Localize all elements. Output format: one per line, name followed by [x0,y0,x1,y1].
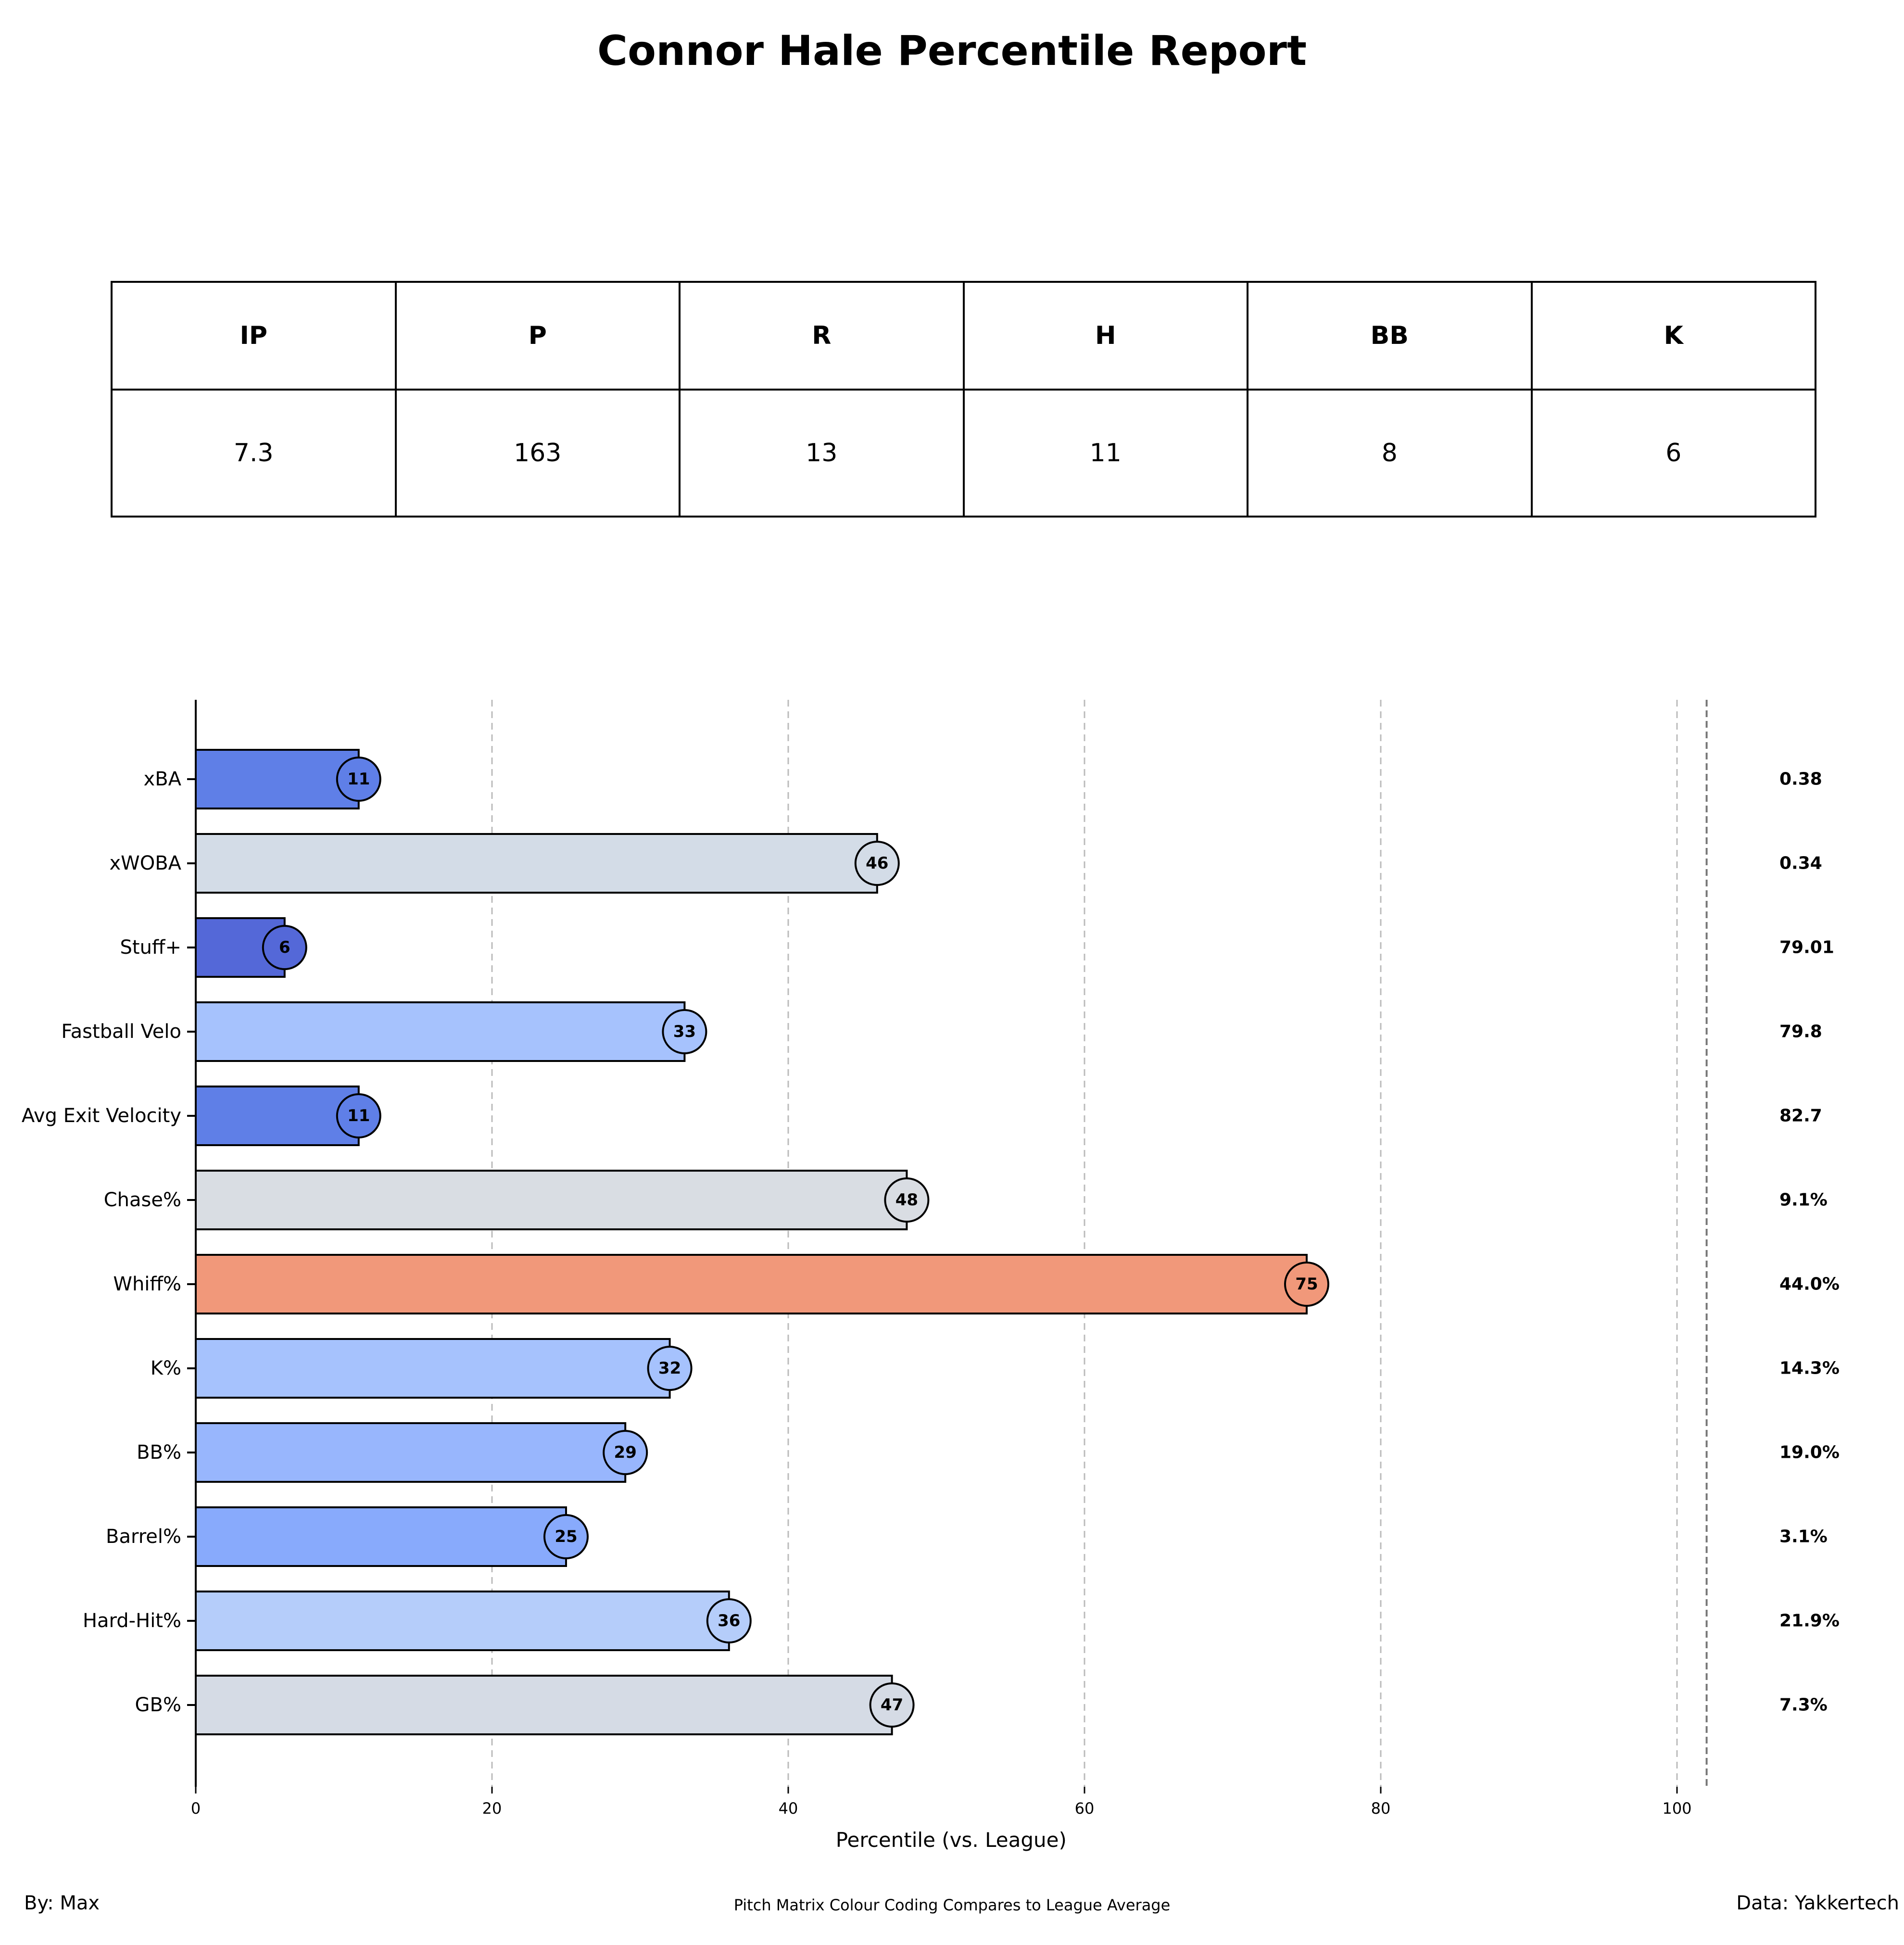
value-marker [706,1598,752,1643]
bar [195,833,878,894]
value-marker [884,1177,930,1223]
stats-value-cell: 13 [679,389,965,518]
bar [195,1086,360,1146]
x-tick-label: 40 [779,1799,798,1818]
stats-value-cell: 163 [394,389,681,518]
x-tick-label: 0 [191,1799,201,1818]
stats-header-row: IP P R H BB K [111,281,1816,391]
x-tick-label: 20 [482,1799,502,1818]
value-label: 29 [614,1443,637,1462]
bar [195,1591,730,1651]
stats-header-cell: H [962,281,1248,391]
stats-header-cell: K [1530,281,1816,391]
stats-header-cell: BB [1247,281,1533,391]
value-label: 25 [555,1527,577,1546]
raw-value-label: 82.7 [1779,1106,1822,1126]
bar [195,917,286,978]
value-label: 48 [895,1190,918,1210]
x-tick-label: 60 [1075,1799,1095,1818]
raw-value-label: 3.1% [1779,1527,1828,1547]
value-marker [647,1346,693,1391]
bar [195,1422,627,1483]
raw-value-label: 79.01 [1779,938,1834,958]
stats-table: IP P R H BB K 7.3 163 13 11 8 6 [111,281,1816,518]
value-label: 75 [1295,1275,1318,1294]
value-label: 36 [718,1611,740,1630]
category-label: Whiff% [113,1273,181,1295]
stats-value-row: 7.3 163 13 11 8 6 [111,389,1816,518]
category-label: Avg Exit Velocity [22,1105,181,1127]
bar [195,1506,567,1567]
value-marker [1284,1262,1329,1307]
stats-value-cell: 11 [962,389,1248,518]
value-marker [543,1514,589,1559]
stats-header-cell: R [679,281,965,391]
value-label: 11 [347,1106,370,1125]
footer-author: By: Max [24,1892,100,1914]
bar [195,1254,1308,1314]
value-marker [869,1682,915,1728]
category-label: Chase% [104,1189,181,1211]
raw-value-label: 44.0% [1779,1275,1840,1294]
raw-value-label: 0.34 [1779,854,1822,873]
bar [195,1170,908,1230]
bar [195,749,360,809]
footer-note: Pitch Matrix Colour Coding Compares to L… [733,1896,1171,1914]
bar [195,1001,686,1062]
report-title: Connor Hale Percentile Report [597,27,1307,75]
value-label: 33 [673,1022,696,1041]
raw-value-label: 21.9% [1779,1611,1840,1631]
category-label: BB% [137,1441,181,1464]
value-label: 6 [279,938,290,957]
category-label: K% [151,1357,181,1379]
x-axis-label: Percentile (vs. League) [836,1828,1067,1852]
value-marker [662,1009,707,1054]
stats-header-cell: P [394,281,681,391]
value-label: 47 [881,1695,903,1715]
value-marker [336,1093,381,1138]
category-label: Hard-Hit% [83,1610,181,1632]
x-tick-label: 80 [1371,1799,1391,1818]
category-label: Barrel% [106,1526,181,1548]
raw-value-label: 14.3% [1779,1359,1840,1378]
raw-value-label: 0.38 [1779,770,1822,789]
value-marker [854,841,900,886]
category-label: GB% [135,1694,181,1716]
value-label: 11 [347,770,370,789]
bar [195,1338,671,1399]
value-marker [336,757,381,802]
category-label: xBA [144,768,182,790]
stats-value-cell: 6 [1530,389,1816,518]
stats-value-cell: 7.3 [111,389,397,518]
value-marker [262,925,307,970]
category-label: Fastball Velo [61,1021,181,1043]
raw-value-label: 7.3% [1779,1695,1828,1715]
raw-value-label: 9.1% [1779,1190,1828,1210]
x-tick-label: 100 [1662,1799,1691,1818]
bar [195,1675,893,1735]
category-label: Stuff+ [120,936,182,959]
footer-source: Data: Yakkertech [1736,1892,1899,1914]
value-label: 46 [866,854,888,873]
raw-value-label: 19.0% [1779,1443,1840,1463]
category-label: xWOBA [109,852,181,874]
raw-value-label: 79.8 [1779,1022,1822,1042]
stats-header-cell: IP [111,281,397,391]
value-marker [603,1430,648,1475]
stats-value-cell: 8 [1247,389,1533,518]
value-label: 32 [658,1359,681,1378]
